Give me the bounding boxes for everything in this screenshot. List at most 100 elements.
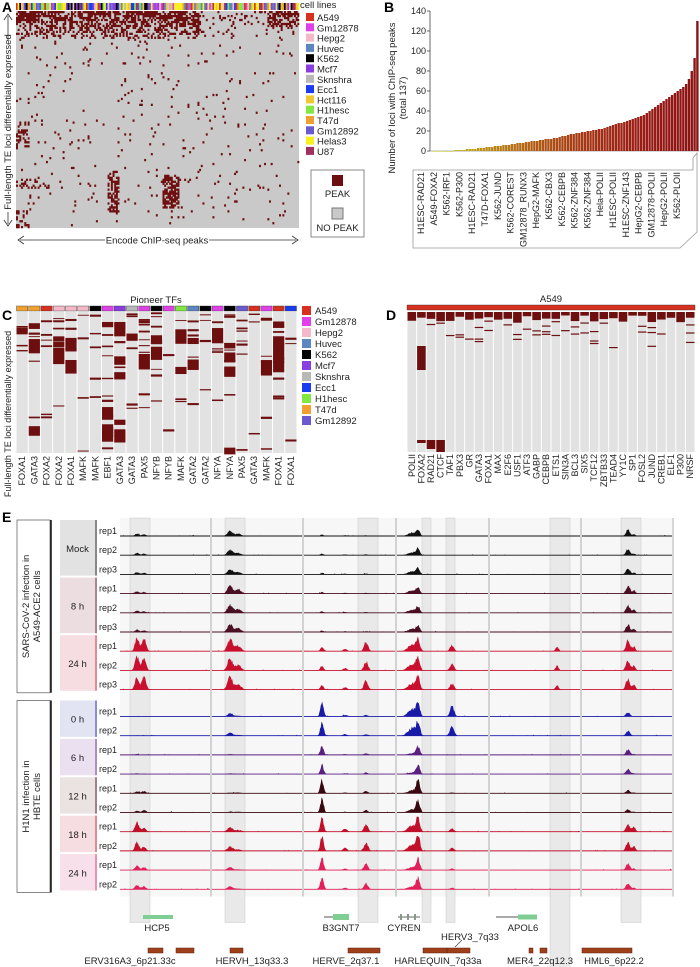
peak-cell (102, 407, 114, 420)
x-tick-label: T47D-FOXA1 (480, 172, 490, 227)
peak-cell (52, 32, 55, 35)
peak-cell (474, 312, 484, 319)
peak-cell (185, 32, 188, 35)
peak-cell (130, 52, 133, 55)
peak-cell (170, 188, 173, 191)
peak-cell (102, 399, 114, 402)
peak-cell (77, 147, 80, 150)
peak-cell (272, 16, 275, 20)
peak-cell (115, 192, 118, 195)
peak-cell (174, 174, 177, 178)
peak-cell (90, 32, 93, 35)
highlight-region (620, 517, 642, 923)
heatmap-column (199, 312, 211, 453)
peak-cell (64, 14, 67, 18)
peak-cell (117, 202, 120, 205)
x-tick-label: HepG2-CEBPB (634, 172, 644, 234)
peak-cell (172, 194, 175, 197)
peak-cell (215, 93, 218, 97)
peak-cell (162, 16, 165, 20)
peak-cell (179, 44, 182, 47)
cell-line-color-cell (272, 3, 275, 10)
peak-cell (177, 20, 180, 24)
cell-line-color-cell (149, 3, 152, 10)
peak-cell (580, 332, 589, 334)
peak-cell (70, 11, 73, 14)
te-locus-label: ERV316A3_6p21.33c (84, 956, 175, 967)
peak-cell (202, 202, 205, 205)
peak-cell (127, 16, 130, 20)
peak-cell (180, 22, 183, 26)
cell-line-color-cell (35, 3, 38, 10)
peak-cell (279, 214, 281, 217)
x-tick-label: K562-ZNF384 (582, 172, 592, 229)
peak-cell (162, 26, 165, 30)
peak-cell (637, 312, 647, 316)
peak-cell (273, 345, 285, 360)
peak-cell (174, 200, 177, 203)
peak-cell (122, 28, 125, 32)
peak-cell (175, 196, 178, 199)
peak-cell (62, 11, 65, 14)
peak-cell (92, 12, 95, 16)
column-cell-line-color (150, 305, 163, 312)
peak-cell (154, 14, 157, 18)
peak-cell (49, 74, 52, 77)
peak-cell (232, 50, 235, 53)
peak-cell (140, 26, 143, 30)
peak-cell (189, 12, 192, 16)
peak-cell (172, 204, 175, 207)
peak-cell (114, 170, 117, 174)
bar (634, 118, 637, 151)
condition-label: 8 h (71, 601, 84, 612)
peak-cell (102, 447, 114, 450)
bar (502, 145, 505, 151)
peak-cell (195, 14, 198, 18)
peak-cell (192, 14, 195, 18)
peak-cell (24, 131, 27, 134)
peak-cell (169, 190, 172, 193)
peak-cell (19, 38, 22, 41)
peak-cell (580, 322, 589, 324)
peak-cell (294, 20, 296, 24)
column-label: PBX3 (455, 454, 465, 477)
peak-cell (114, 324, 126, 327)
peak-cell (187, 64, 190, 67)
peak-cell (80, 22, 83, 26)
peak-cell (107, 208, 110, 211)
peak-cell (145, 34, 148, 37)
cell-line-color-cell (37, 3, 40, 10)
peak-cell (147, 28, 150, 32)
replicate-label: rep2 (99, 841, 117, 851)
peak-cell (115, 16, 118, 20)
peak-cell (189, 178, 192, 181)
peak-cell (175, 26, 178, 30)
peak-cell (580, 312, 589, 316)
peak-cell (59, 16, 62, 20)
cell-line-color-cell (182, 3, 185, 10)
group-label: SARS-CoV-2 infection in (21, 555, 32, 659)
peak-cell (112, 20, 115, 24)
peak-cell (150, 374, 163, 377)
peak-cell (50, 32, 53, 35)
peak-cell (114, 16, 117, 20)
column-label: POLII (407, 454, 417, 477)
peak-cell (195, 30, 198, 33)
peak-cell (90, 20, 93, 24)
peak-cell (114, 200, 117, 203)
peak-cell (89, 314, 102, 317)
peak-cell (197, 20, 200, 24)
panel-c-y-label: Full-length TE loci differentially expre… (3, 331, 13, 497)
peak-cell (37, 12, 40, 16)
peak-cell (190, 210, 193, 213)
peak-cell (145, 20, 148, 24)
peak-cell (124, 16, 127, 20)
peak-cell (53, 349, 65, 365)
cell-line-color-cell (45, 3, 48, 10)
peak-cell (72, 34, 75, 37)
cell-line-color-cell (120, 3, 123, 10)
replicate-label: rep1 (99, 584, 117, 594)
peak-cell (179, 18, 182, 22)
peak-cell (236, 340, 248, 342)
peak-cell (167, 194, 170, 197)
